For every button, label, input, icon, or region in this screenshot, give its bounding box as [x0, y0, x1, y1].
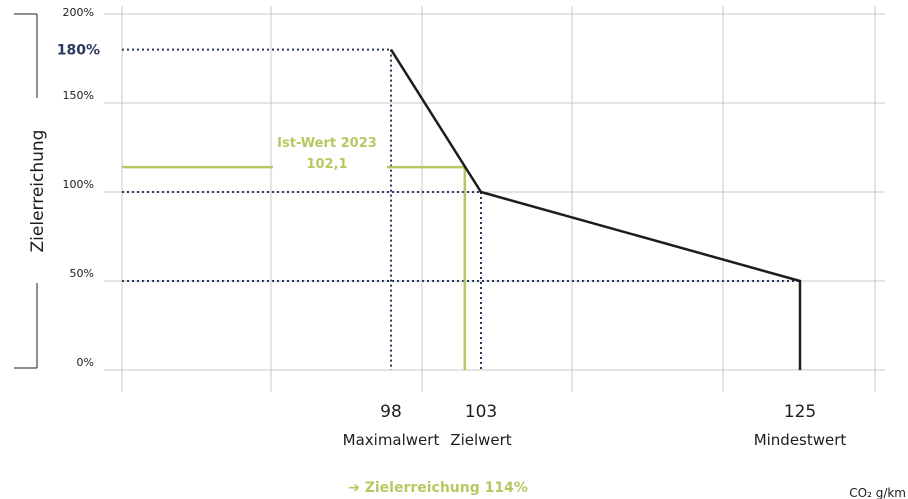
x-name-label: Mindestwert	[754, 431, 847, 449]
y-tick-label: 50%	[70, 267, 94, 280]
series	[389, 48, 802, 370]
x-unit-label: CO₂ g/km	[849, 486, 906, 499]
result-text: ➔ Zielerreichung 114%	[348, 480, 528, 496]
x-name-label: Maximalwert	[343, 431, 440, 449]
y-tick-label: 0%	[77, 356, 94, 369]
y-tick-label: 200%	[63, 6, 94, 19]
grid	[104, 6, 885, 392]
y-axis-label-group: Zielerreichung	[14, 13, 48, 369]
reference-lines: 180%	[57, 43, 801, 370]
x-name-label: Zielwert	[450, 431, 512, 449]
max-value-label: 180%	[57, 43, 100, 59]
y-tick-label: 100%	[63, 178, 94, 191]
x-value-label: 103	[465, 402, 497, 422]
actual-value-label: 102,1	[306, 157, 347, 172]
series-line	[389, 48, 802, 370]
x-value-label: 125	[784, 402, 816, 422]
y-ticks: 0% 50% 100% 150% 200%	[63, 6, 94, 369]
x-value-label: 98	[380, 402, 402, 422]
y-tick-label: 150%	[63, 89, 94, 102]
actual-value-group: Ist-Wert 2023 102,1	[122, 136, 467, 370]
actual-label: Ist-Wert 2023	[277, 136, 377, 151]
y-axis-label: Zielerreichung	[28, 130, 48, 253]
x-labels: 98 Maximalwert 103 Zielwert 125 Mindestwert	[343, 402, 847, 449]
